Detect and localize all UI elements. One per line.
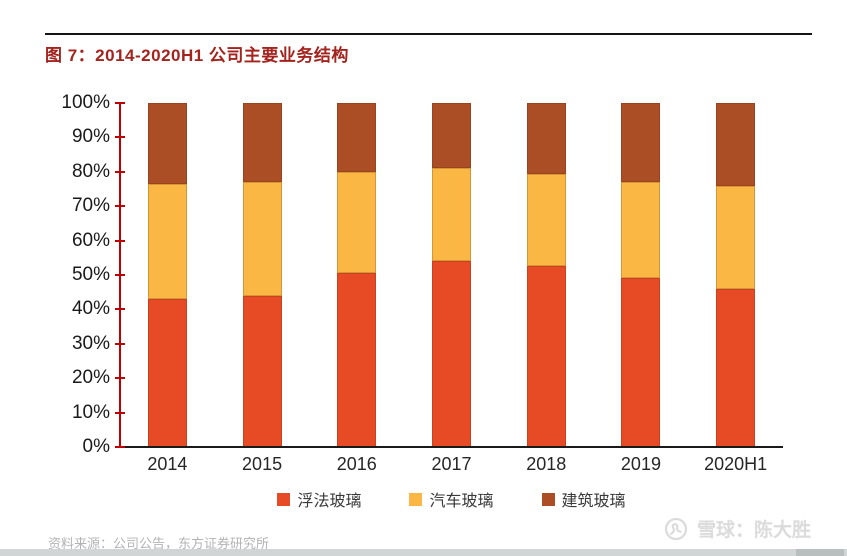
y-axis-tick-label: 20%	[71, 367, 110, 389]
bars-row	[120, 103, 783, 447]
watermark: 雪球：陈大胜	[664, 515, 811, 542]
bar-slot-2019	[594, 103, 689, 447]
x-axis-label-2017: 2017	[431, 454, 472, 474]
bar-slot-2014	[120, 103, 215, 447]
stacked-bar-2018	[526, 103, 566, 447]
bar-segment-architectural-glass-2019	[621, 103, 661, 183]
legend-item-float-glass: 浮法玻璃	[277, 487, 361, 511]
legend-label-auto-glass: 汽车玻璃	[429, 493, 494, 510]
bar-slot-2020H1	[688, 103, 783, 447]
legend-swatch-float-glass	[277, 492, 291, 506]
y-axis-tick-label: 90%	[71, 126, 110, 148]
y-axis-tick-60	[115, 239, 125, 242]
bar-slot-2018	[499, 103, 594, 447]
y-axis-tick-label: 0%	[82, 436, 110, 457]
bar-segment-architectural-glass-2018	[526, 103, 566, 174]
bar-slot-2015	[215, 103, 310, 447]
y-axis-tick-100	[115, 102, 125, 104]
legend-label-float-glass: 浮法玻璃	[297, 493, 362, 510]
y-axis-tick-40	[115, 308, 125, 311]
x-axis-label-2020H1: 2020H1	[704, 454, 768, 474]
y-axis-tick-label: 50%	[71, 264, 110, 285]
bar-segment-float-glass-2020H1	[716, 288, 756, 447]
bar-segment-auto-glass-2020H1	[716, 185, 756, 289]
y-axis-tick-50	[115, 274, 125, 276]
bar-slot-2016	[309, 103, 404, 447]
stacked-bar-2016	[337, 103, 377, 447]
x-axis-label-2016: 2016	[336, 454, 377, 474]
bar-segment-float-glass-2015	[242, 295, 282, 447]
stacked-bar-2017	[432, 103, 472, 447]
bar-segment-architectural-glass-2015	[242, 103, 282, 183]
source-note: 资料来源：公司公告，东方证券研究所	[48, 536, 270, 551]
bar-segment-auto-glass-2018	[526, 173, 566, 267]
y-axis-tick-70	[115, 205, 125, 208]
y-axis-tick-label: 40%	[71, 298, 110, 320]
y-axis-tick-label: 70%	[71, 195, 110, 217]
y-axis-tick-label: 60%	[71, 229, 110, 251]
x-axis-line	[118, 446, 783, 448]
legend-label-architectural-glass: 建筑玻璃	[561, 493, 626, 510]
stacked-bar-2020H1	[716, 103, 756, 447]
bar-segment-float-glass-2019	[621, 278, 661, 447]
y-axis-tick-20	[115, 377, 125, 380]
y-axis-tick-0	[115, 446, 125, 448]
bar-segment-auto-glass-2015	[242, 182, 282, 296]
horizontal-scrollbar-track[interactable]	[0, 549, 847, 556]
y-axis-tick-label: 80%	[71, 160, 110, 182]
stacked-bar-2014	[147, 103, 187, 447]
y-axis-tick-label: 10%	[71, 401, 110, 423]
y-axis-tick-80	[115, 170, 125, 173]
horizontal-scrollbar-thumb[interactable]	[796, 549, 844, 556]
watermark-text: 雪球：陈大胜	[696, 520, 811, 541]
plot-area	[115, 102, 783, 448]
bar-segment-float-glass-2018	[526, 266, 566, 447]
legend-swatch-architectural-glass	[541, 492, 555, 506]
legend-item-architectural-glass: 建筑玻璃	[541, 487, 626, 511]
x-axis-label-2018: 2018	[526, 454, 567, 474]
bar-slot-2017	[404, 103, 499, 447]
y-axis-tick-label: 100%	[61, 92, 110, 113]
title-divider	[45, 33, 812, 35]
x-axis-label-2014: 2014	[147, 454, 188, 474]
y-axis-tick-30	[115, 342, 125, 345]
bar-segment-auto-glass-2014	[147, 183, 187, 300]
bar-segment-auto-glass-2019	[621, 182, 661, 279]
legend-item-auto-glass: 汽车玻璃	[409, 487, 494, 511]
stacked-bar-2015	[242, 103, 282, 447]
x-axis-labels: 2014 2015 2016 2017 2018 2019 2020H1	[120, 454, 783, 475]
bar-segment-auto-glass-2016	[337, 171, 377, 274]
y-axis-tick-label: 30%	[71, 332, 110, 354]
chart-legend: 浮法玻璃 汽车玻璃 建筑玻璃	[120, 487, 783, 511]
bar-segment-float-glass-2017	[432, 261, 472, 447]
x-axis-label-2015: 2015	[242, 454, 283, 474]
y-axis-labels: 0% 10% 20% 30% 40% 50% 60% 70% 80% 90% 100%	[0, 92, 110, 457]
xueqiu-snowball-logo-icon	[664, 517, 688, 540]
y-axis-tick-90	[115, 136, 125, 139]
bar-segment-float-glass-2016	[337, 273, 377, 447]
y-axis-tick-10	[115, 411, 125, 414]
bar-segment-architectural-glass-2014	[147, 103, 187, 184]
bar-segment-float-glass-2014	[147, 299, 187, 447]
x-axis-label-2019: 2019	[620, 454, 661, 474]
bar-segment-architectural-glass-2017	[432, 103, 472, 169]
bar-segment-auto-glass-2017	[432, 168, 472, 262]
bar-segment-architectural-glass-2016	[337, 103, 377, 172]
legend-swatch-auto-glass	[409, 492, 423, 506]
figure-title: 图 7：2014-2020H1 公司主要业务结构	[45, 46, 349, 65]
bar-segment-architectural-glass-2020H1	[716, 103, 756, 186]
stacked-bar-2019	[621, 103, 661, 447]
